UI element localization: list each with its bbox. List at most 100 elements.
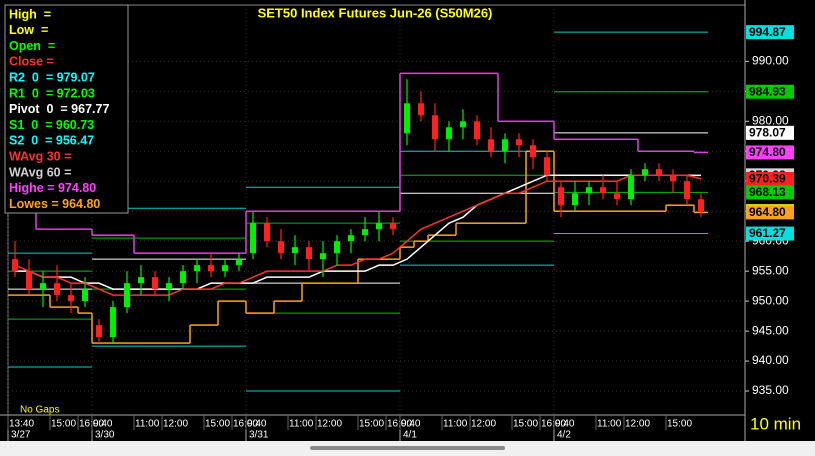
candle-body bbox=[418, 103, 424, 116]
candle-body bbox=[124, 283, 130, 308]
date-label: 3/30 bbox=[95, 430, 115, 441]
legend-entry: Open = bbox=[9, 39, 55, 53]
price-flag bbox=[746, 25, 794, 40]
candle-body bbox=[152, 277, 158, 290]
time-label: 11:00 bbox=[289, 419, 314, 430]
candle-body bbox=[166, 283, 172, 290]
date-label: 4/1 bbox=[403, 430, 417, 441]
candle-body bbox=[698, 199, 704, 212]
candle-body bbox=[96, 325, 102, 338]
time-label: 15:00 bbox=[51, 419, 76, 430]
price-flag-label: 974.80 bbox=[749, 145, 786, 159]
price-flag bbox=[746, 226, 794, 241]
price-flag-label: 970.39 bbox=[749, 172, 786, 186]
candle-body bbox=[292, 247, 298, 254]
candle-body bbox=[180, 271, 186, 284]
y-tick-label: 935.00 bbox=[752, 383, 789, 397]
price-flag bbox=[746, 145, 794, 160]
candle-body bbox=[208, 265, 214, 272]
time-label: 15:00 bbox=[359, 419, 384, 430]
candle-body bbox=[432, 115, 438, 140]
time-label: 15:00 bbox=[667, 419, 692, 430]
legend-entry: S2 0 = 956.47 bbox=[9, 134, 94, 148]
candle-body bbox=[236, 259, 242, 266]
time-label: 15:00 bbox=[513, 419, 538, 430]
candle-body bbox=[558, 187, 564, 206]
price-flag-label: 961.27 bbox=[749, 226, 786, 240]
time-label: 11:00 bbox=[135, 419, 160, 430]
y-tick-label: 950.00 bbox=[752, 293, 789, 307]
price-flag-label: 994.87 bbox=[749, 25, 786, 39]
y-tick-label: 940.00 bbox=[752, 353, 789, 367]
price-flag-label: 964.80 bbox=[749, 205, 786, 219]
y-tick-label: 945.00 bbox=[752, 323, 789, 337]
candle-body bbox=[348, 235, 354, 242]
legend-entry: WAvg 60 = bbox=[9, 165, 71, 179]
candle-body bbox=[40, 283, 46, 290]
candle-body bbox=[502, 139, 508, 152]
candle-body bbox=[614, 193, 620, 200]
scrollbar-thumb[interactable] bbox=[310, 446, 505, 450]
legend-entry: R2 0 = 979.07 bbox=[9, 70, 95, 84]
candle-body bbox=[530, 145, 536, 158]
candle-body bbox=[516, 139, 522, 146]
candle-body bbox=[306, 247, 312, 260]
time-label: 9:40 bbox=[401, 419, 421, 430]
legend-entry: WAvg 30 = bbox=[9, 149, 71, 163]
legend-entry: Highe = 974.80 bbox=[9, 181, 96, 195]
date-label: 4/2 bbox=[557, 430, 571, 441]
candle-body bbox=[488, 139, 494, 152]
price-flag bbox=[746, 185, 794, 200]
legend-entry: Lowes = 964.80 bbox=[9, 197, 100, 211]
candle-body bbox=[642, 169, 648, 176]
candle-body bbox=[572, 193, 578, 206]
date-label: 3/31 bbox=[249, 430, 269, 441]
candle-body bbox=[376, 223, 382, 230]
candle-body bbox=[656, 169, 662, 176]
time-label: 11:00 bbox=[597, 419, 622, 430]
y-tick-label: 980.00 bbox=[752, 113, 789, 127]
candles bbox=[12, 79, 704, 344]
time-label: 11:00 bbox=[443, 419, 468, 430]
time-label: 9:40 bbox=[555, 419, 575, 430]
candle-body bbox=[334, 241, 340, 254]
candle-body bbox=[544, 157, 550, 176]
legend-box bbox=[4, 4, 129, 214]
price-flag bbox=[746, 171, 794, 186]
time-label: 9:40 bbox=[93, 419, 113, 430]
plot-frame bbox=[7, 4, 746, 416]
axes: 935.00940.00945.00950.00955.00960.00965.… bbox=[7, 25, 794, 441]
candle-body bbox=[54, 283, 60, 296]
candle-body bbox=[586, 187, 592, 194]
time-label: 12:00 bbox=[625, 419, 650, 430]
legend-entry: Close = bbox=[9, 55, 54, 69]
time-label: 13:40 bbox=[9, 419, 34, 430]
candle-body bbox=[390, 223, 396, 230]
candle-body bbox=[278, 241, 284, 254]
candle-body bbox=[670, 175, 676, 182]
price-flag bbox=[746, 84, 794, 99]
candle-body bbox=[250, 223, 256, 254]
legend-entry: S1 0 = 960.73 bbox=[9, 118, 94, 132]
legend-entry: R1 0 = 972.03 bbox=[9, 86, 95, 100]
candle-body bbox=[600, 187, 606, 194]
interval: 10 min bbox=[750, 414, 801, 433]
legend-entry: High = bbox=[9, 7, 51, 21]
legend-entry: Pivot 0 = 967.77 bbox=[9, 102, 109, 116]
candle-body bbox=[68, 295, 74, 302]
candle-body bbox=[222, 265, 228, 272]
time-label: 9:40 bbox=[247, 419, 267, 430]
candle-body bbox=[362, 229, 368, 236]
legend: High = Low = Open = Close =R2 0 = 979.07 R1 … bbox=[9, 7, 109, 211]
candle-body bbox=[110, 307, 116, 338]
candle-body bbox=[628, 175, 634, 200]
candle-body bbox=[194, 265, 200, 272]
candle-body bbox=[684, 181, 690, 200]
candle-body bbox=[460, 121, 466, 128]
y-tick-label: 955.00 bbox=[752, 263, 789, 277]
price-flag-label: 984.93 bbox=[749, 84, 786, 98]
date-label: 3/27 bbox=[11, 430, 31, 441]
legend-entry: Low = bbox=[9, 23, 48, 37]
candle-body bbox=[26, 271, 32, 290]
